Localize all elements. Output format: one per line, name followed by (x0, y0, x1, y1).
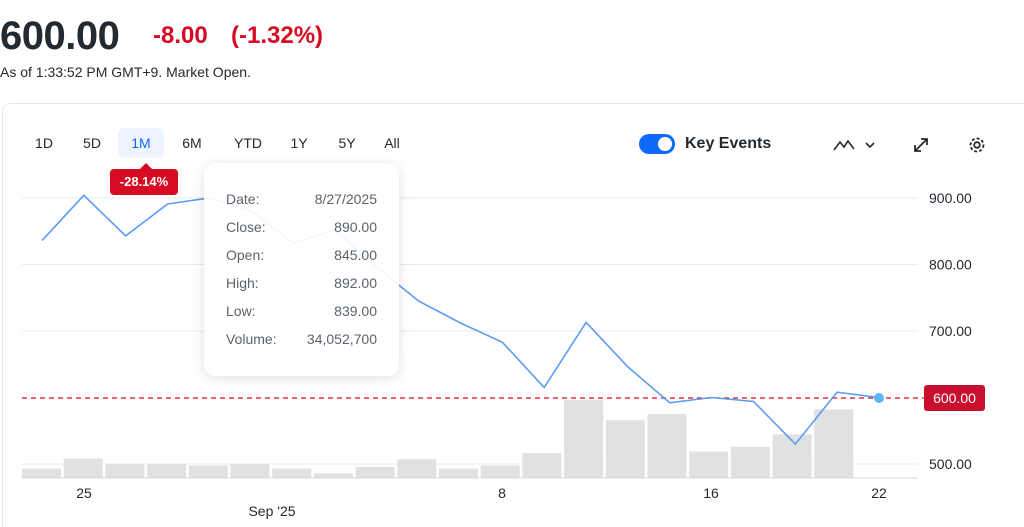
volume-bar (689, 451, 729, 478)
volume-bar (647, 414, 687, 478)
toggle-switch[interactable] (639, 134, 675, 154)
x-tick-label: 8 (498, 485, 506, 501)
gear-icon (969, 137, 985, 153)
settings-button[interactable] (966, 134, 988, 156)
volume-bar (605, 420, 645, 478)
volume-bar (522, 453, 562, 478)
toggle-knob (658, 137, 672, 151)
volume-bar (439, 468, 478, 478)
volume-bar (397, 459, 437, 478)
tooltip-label: Open: (226, 247, 265, 263)
mountain-chart-icon (833, 139, 855, 151)
volume-bar (63, 458, 103, 478)
current-price-tag (924, 385, 985, 411)
volume-bar (105, 463, 145, 478)
y-tick-label: 500.00 (929, 456, 972, 472)
tooltip-row: Date: 8/27/2025 (226, 185, 377, 213)
y-tick-label: 900.00 (929, 190, 972, 206)
volume-bar (814, 409, 854, 478)
volume-bar (230, 463, 270, 478)
y-tick-label: 800.00 (929, 257, 972, 273)
performance-badge: -28.14% (110, 163, 178, 195)
price-change: -8.00 (153, 22, 208, 49)
range-tab-ytd[interactable]: YTD (234, 135, 262, 151)
tooltip-label: High: (226, 275, 259, 291)
volume-bar (730, 446, 770, 478)
chevron-down-icon (865, 142, 875, 149)
tooltip-value: 34,052,700 (306, 331, 377, 347)
volume-bar (188, 465, 228, 478)
tooltip-row: Open: 845.00 (226, 241, 377, 269)
x-tick-label: 22 (871, 485, 887, 501)
expand-icon (914, 138, 928, 152)
quote-header: 600.00 -8.00 (-1.32%) As of 1:33:52 PM G… (0, 0, 1024, 100)
range-tabs: 1D 5D 1M 6M YTD 1Y 5Y All (22, 128, 412, 158)
x-tick-label: 25 (76, 485, 92, 501)
price-line (41, 194, 880, 446)
range-tab-1m[interactable]: 1M (118, 128, 164, 158)
range-tab-1y[interactable]: 1Y (290, 135, 308, 151)
volume-bar (564, 400, 604, 478)
tooltip-value: 892.00 (334, 275, 377, 291)
tooltip-row: Volume: 34,052,700 (226, 325, 377, 353)
tooltip-value: 845.00 (334, 247, 377, 263)
range-tab-6m[interactable]: 6M (182, 135, 202, 151)
expand-button[interactable] (910, 134, 932, 156)
volume-bar (147, 463, 187, 478)
tooltip-value: 839.00 (334, 303, 377, 319)
last-price-marker (874, 393, 884, 403)
key-events-label: Key Events (685, 135, 772, 152)
tooltip-value: 8/27/2025 (314, 191, 377, 207)
tooltip-label: Date: (226, 191, 260, 207)
current-price: 600.00 (0, 14, 120, 58)
range-tab-1d[interactable]: 1D (35, 135, 53, 151)
data-tooltip: Date: 8/27/2025 Close: 890.00 Open: 845.00 Hig… (204, 163, 399, 376)
volume-bar (272, 468, 312, 478)
x-tick-label: 16 (703, 485, 719, 501)
range-tab-5d[interactable]: 5D (83, 135, 101, 151)
volume-bar (313, 473, 353, 478)
range-tab-5y[interactable]: 5Y (338, 135, 356, 151)
x-tick-label: Sep '25 (248, 503, 295, 519)
chart-type-button[interactable] (833, 134, 875, 156)
price-change-percent: (-1.32%) (231, 22, 324, 49)
tooltip-label: Close: (226, 219, 266, 235)
volume-bar (355, 467, 395, 478)
volume-bar (480, 465, 520, 478)
tooltip-label: Volume: (226, 331, 277, 347)
tooltip-value: 890.00 (334, 219, 377, 235)
y-tick-label: 700.00 (929, 323, 972, 339)
range-tab-all[interactable]: All (384, 135, 400, 151)
tooltip-row: High: 892.00 (226, 269, 377, 297)
volume-bar (22, 468, 61, 478)
tooltip-row: Low: 839.00 (226, 297, 377, 325)
key-events-toggle[interactable]: Key Events (639, 134, 771, 154)
market-status-text: As of 1:33:52 PM GMT+9. Market Open. (0, 64, 251, 80)
current-price-tag-label: 600.00 (933, 390, 976, 406)
tooltip-label: Low: (226, 303, 256, 319)
tooltip-row: Close: 890.00 (226, 213, 377, 241)
